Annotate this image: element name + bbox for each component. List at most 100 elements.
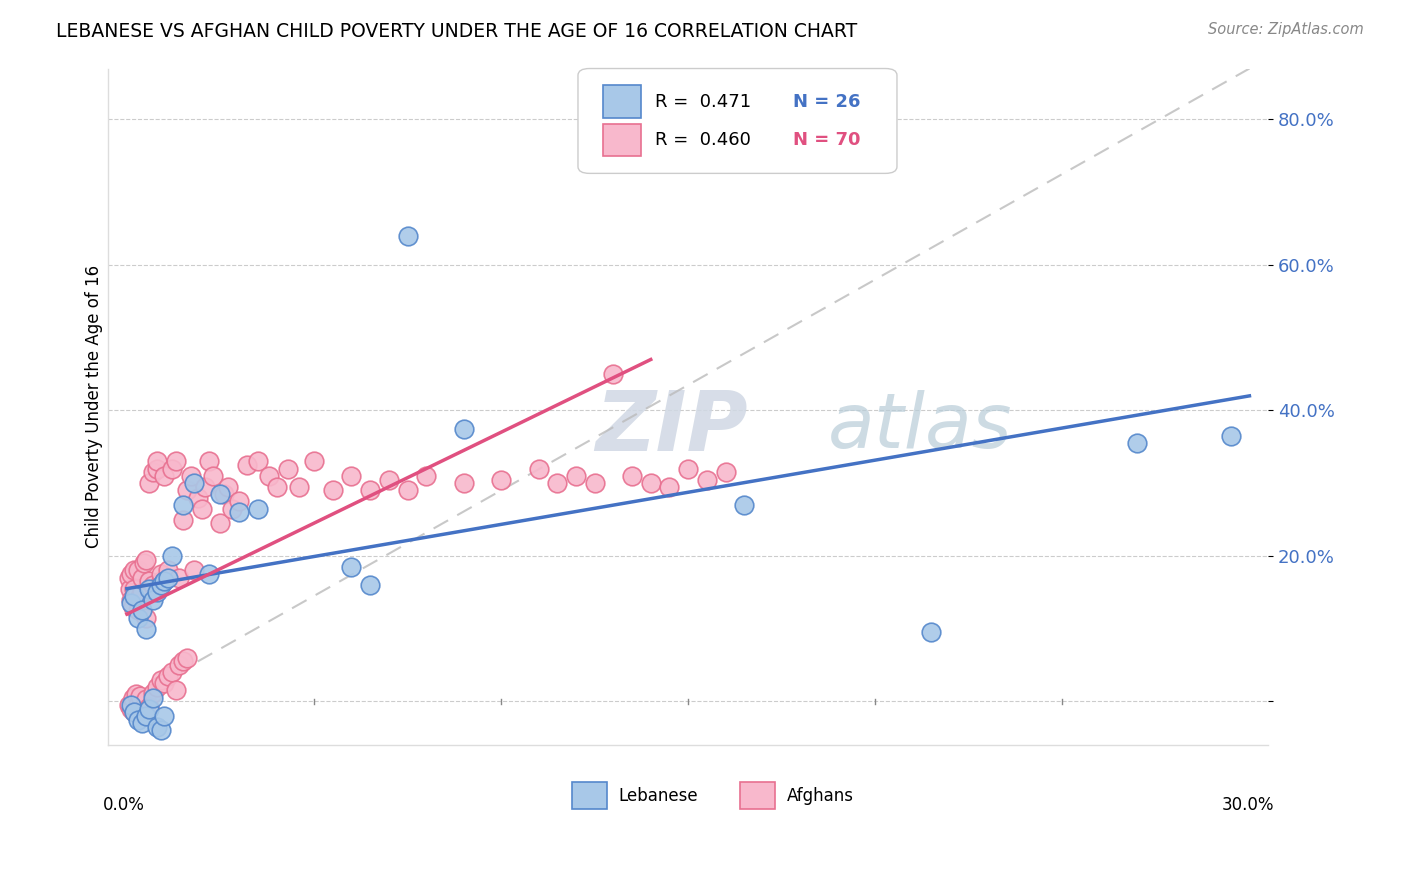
Point (153, 469, 176, 483)
Point (920, 625, 942, 640)
Point (340, 469, 363, 483)
Point (135, 692, 157, 706)
Point (142, 690, 165, 705)
Point (489, 473, 512, 487)
Text: Afghans: Afghans (787, 787, 853, 805)
Point (246, 454, 269, 468)
Point (118, 582, 141, 596)
Point (396, 228, 419, 243)
Point (153, 574, 176, 589)
Point (124, 564, 146, 578)
Point (221, 501, 243, 516)
Point (396, 483, 419, 498)
Point (176, 483, 198, 498)
Point (714, 465, 737, 479)
Text: N = 70: N = 70 (793, 131, 860, 149)
Point (157, 571, 180, 585)
Point (583, 476, 606, 491)
Point (131, 585, 153, 599)
Point (149, 574, 172, 589)
Point (120, 698, 142, 712)
Point (302, 454, 325, 468)
Point (120, 567, 142, 582)
Point (527, 461, 550, 475)
Point (157, 564, 180, 578)
Point (201, 469, 224, 483)
Point (131, 716, 153, 731)
Text: 0.0%: 0.0% (103, 796, 145, 814)
Point (124, 582, 146, 596)
Point (153, 709, 176, 723)
Point (142, 578, 165, 592)
FancyBboxPatch shape (603, 124, 641, 156)
Point (288, 480, 311, 494)
Point (138, 476, 160, 491)
Point (142, 465, 165, 479)
Point (212, 487, 235, 501)
Point (127, 698, 149, 712)
Point (121, 690, 143, 705)
Point (1219, 429, 1241, 443)
Point (142, 592, 165, 607)
Point (187, 491, 209, 505)
Point (198, 567, 221, 582)
Point (160, 665, 183, 680)
Point (257, 469, 280, 483)
Point (546, 476, 568, 491)
Point (565, 469, 588, 483)
Point (124, 589, 146, 603)
Point (277, 461, 299, 475)
Point (621, 469, 644, 483)
FancyBboxPatch shape (572, 782, 607, 809)
Point (127, 603, 149, 617)
Point (131, 703, 153, 717)
Point (165, 454, 187, 468)
Text: atlas: atlas (827, 390, 1012, 464)
Point (153, 676, 176, 690)
Point (179, 469, 201, 483)
Y-axis label: Child Poverty Under the Age of 16: Child Poverty Under the Age of 16 (86, 265, 103, 549)
Point (209, 516, 232, 531)
FancyBboxPatch shape (578, 69, 897, 173)
Point (340, 559, 363, 574)
Point (1126, 436, 1149, 450)
Point (129, 589, 152, 603)
Point (120, 596, 142, 610)
Point (676, 461, 699, 475)
Text: ZIP: ZIP (595, 386, 748, 467)
Point (135, 611, 157, 625)
Point (135, 709, 157, 723)
FancyBboxPatch shape (603, 86, 641, 118)
Point (149, 578, 172, 592)
Point (124, 706, 146, 720)
Point (146, 680, 169, 694)
Point (696, 473, 718, 487)
Point (183, 564, 205, 578)
Point (146, 461, 169, 475)
Point (733, 498, 755, 512)
Point (176, 650, 198, 665)
Point (266, 480, 288, 494)
Point (658, 480, 681, 494)
Point (160, 549, 183, 563)
Point (415, 469, 437, 483)
Point (165, 683, 187, 698)
Point (120, 701, 142, 715)
Text: 30.0%: 30.0% (1222, 796, 1274, 814)
Point (169, 571, 191, 585)
Point (235, 458, 257, 472)
Point (138, 700, 160, 714)
Point (149, 567, 172, 582)
Point (132, 556, 155, 570)
Point (640, 476, 662, 491)
Point (125, 589, 148, 603)
Point (138, 582, 160, 596)
Point (172, 512, 194, 526)
Point (146, 585, 169, 599)
Point (378, 473, 401, 487)
Point (149, 723, 172, 738)
Text: LEBANESE VS AFGHAN CHILD POVERTY UNDER THE AGE OF 16 CORRELATION CHART: LEBANESE VS AFGHAN CHILD POVERTY UNDER T… (56, 22, 858, 41)
Point (172, 498, 194, 512)
Point (138, 574, 160, 589)
Point (198, 454, 221, 468)
